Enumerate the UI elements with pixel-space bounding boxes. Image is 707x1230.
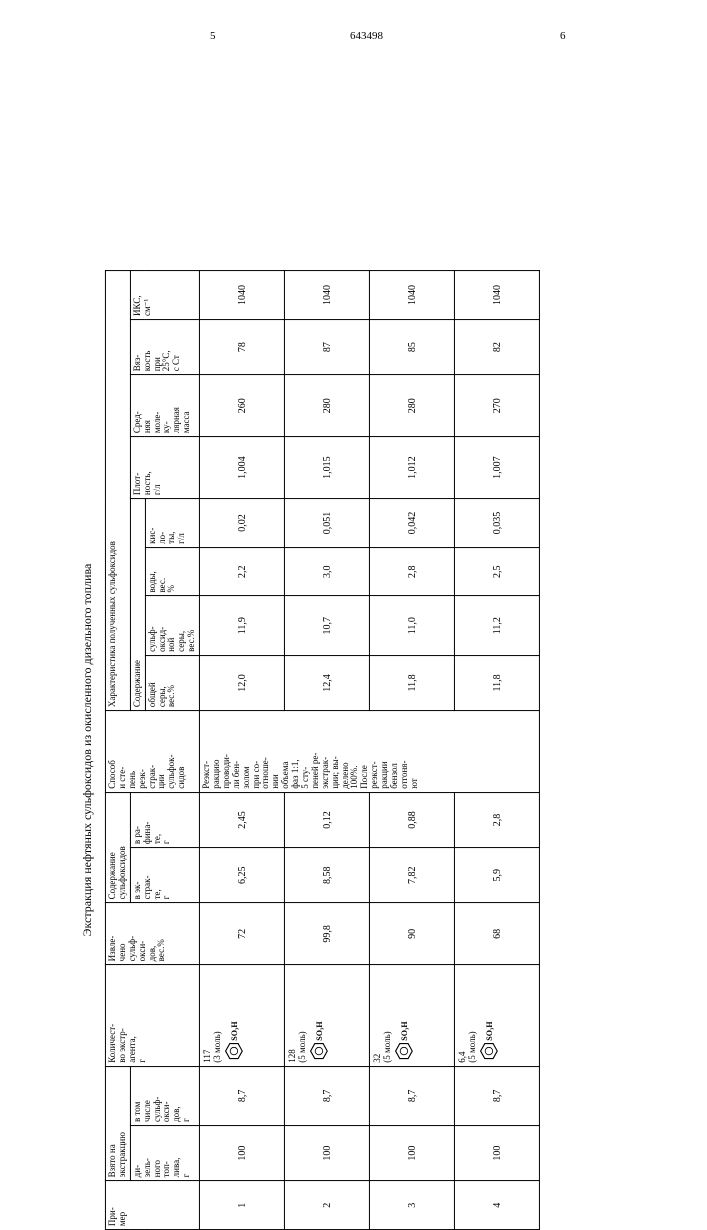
hdr-agent: Количест- во экстр- агента, г: [105, 965, 199, 1066]
table-cell: 78: [200, 319, 285, 374]
table-cell: 2: [285, 1181, 370, 1230]
table-cell: 10,7: [285, 596, 370, 655]
table-title: Экстракция нефтяных сульфоксидов из окис…: [80, 270, 95, 1230]
table-cell: 8,7: [370, 1066, 455, 1125]
hdr-in-raff: в ра- фина- те, г: [130, 792, 199, 847]
page-num-left: 5: [210, 30, 216, 42]
table-cell: 1040: [200, 271, 285, 320]
table-cell: 1040: [285, 271, 370, 320]
table-cell: 8,7: [285, 1066, 370, 1125]
hdr-water: воды, вес. %: [145, 547, 199, 596]
hdr-density: Плот- ность, г/л: [130, 437, 199, 499]
page-num-right: 6: [560, 30, 566, 42]
table-cell: 0,02: [200, 499, 285, 548]
table-cell: 72: [200, 903, 285, 965]
benzene-ring-icon: [224, 1041, 244, 1061]
table-cell: 2,45: [200, 792, 285, 847]
table-cell: 7,82: [370, 848, 455, 903]
table-cell: 8,7: [200, 1066, 285, 1125]
table-cell: 11,8: [370, 655, 455, 710]
table-cell: 11,2: [455, 596, 540, 655]
table-cell: 99,8: [285, 903, 370, 965]
table-cell: 11,9: [200, 596, 285, 655]
table-cell: 100: [285, 1126, 370, 1181]
hdr-sulfox-in: в том числе сульф- окси- дов, г: [130, 1066, 199, 1125]
table-cell: 12,0: [200, 655, 285, 710]
agent-cell: 128(5 моль)SO₃H: [285, 965, 370, 1066]
table-cell: 100: [455, 1126, 540, 1181]
agent-cell: 6,4(5 моль)SO₃H: [455, 965, 540, 1066]
data-table: При- мер Взято на экстракцию Количест- в…: [105, 270, 540, 1230]
table-cell: 12,4: [285, 655, 370, 710]
table-cell: 68: [455, 903, 540, 965]
agent-cell: 117(3 моль)SO₃H: [200, 965, 285, 1066]
table-cell: 0,042: [370, 499, 455, 548]
hdr-diesel: ди- зель- ного топ- лива, г: [130, 1126, 199, 1181]
table-cell: 2,5: [455, 547, 540, 596]
table-cell: 2,2: [200, 547, 285, 596]
benzene-ring-icon: [479, 1041, 499, 1061]
table-cell: 8,7: [455, 1066, 540, 1125]
table-cell: 1: [200, 1181, 285, 1230]
hdr-example: При- мер: [105, 1181, 199, 1230]
hdr-content2: Содержание: [130, 499, 145, 711]
table-header: При- мер Взято на экстракцию Количест- в…: [105, 271, 199, 1230]
hdr-method: Способ и сте- пень реэк- страк- ции суль…: [105, 711, 199, 793]
so3h-label: SO₃H: [485, 1021, 494, 1040]
agent-cell: 32(5 моль)SO₃H: [370, 965, 455, 1066]
table-cell: 1040: [370, 271, 455, 320]
table-cell: 11,0: [370, 596, 455, 655]
benzene-ring-icon: [309, 1041, 329, 1061]
table-cell: 85: [370, 319, 455, 374]
patent-number: 643498: [350, 30, 383, 42]
table-cell: 82: [455, 319, 540, 374]
table-cell: 1,012: [370, 437, 455, 499]
table-cell: 5,9: [455, 848, 540, 903]
table-cell: 1040: [455, 271, 540, 320]
table-cell: 260: [200, 375, 285, 437]
table-body: 11008,7117(3 моль)SO₃H726,252,45Реэкст- …: [200, 271, 540, 1230]
table-container: Экстракция нефтяных сульфоксидов из окис…: [80, 270, 540, 1230]
table-cell: 0,12: [285, 792, 370, 847]
hdr-char: Характеристика полученных сульфоксидов: [105, 271, 130, 711]
table-cell: 4: [455, 1181, 540, 1230]
table-cell: 100: [370, 1126, 455, 1181]
benzene-ring-icon: [394, 1041, 414, 1061]
hdr-sulfox-s: сульф- оксид- ной серы, вес.%: [145, 596, 199, 655]
table-cell: 1,015: [285, 437, 370, 499]
table-cell: 8,58: [285, 848, 370, 903]
table-cell: 6,25: [200, 848, 285, 903]
method-cell: Реэкст- ракцию проводи- ли бен- золом пр…: [200, 711, 540, 793]
table-cell: 90: [370, 903, 455, 965]
table-cell: 100: [200, 1126, 285, 1181]
hdr-acid: кис- ло- ты, г/л: [145, 499, 199, 548]
table-cell: 87: [285, 319, 370, 374]
hdr-visc: Вяз- кость при 25°С, с Ст: [130, 319, 199, 374]
table-cell: 11,8: [455, 655, 540, 710]
table-cell: 2,8: [455, 792, 540, 847]
table-cell: 3,0: [285, 547, 370, 596]
table-row: 11008,7117(3 моль)SO₃H726,252,45Реэкст- …: [200, 271, 285, 1230]
hdr-iks: ИКС, см⁻¹: [130, 271, 199, 320]
table-cell: 1,007: [455, 437, 540, 499]
so3h-label: SO₃H: [230, 1021, 239, 1040]
table-cell: 1,004: [200, 437, 285, 499]
so3h-label: SO₃H: [315, 1021, 324, 1040]
table-cell: 280: [370, 375, 455, 437]
hdr-content-so: Содержание сульфоксидов: [105, 792, 130, 903]
so3h-label: SO₃H: [400, 1021, 409, 1040]
table-cell: 280: [285, 375, 370, 437]
hdr-mmass: Сред- няя моле- ку- лярная масса: [130, 375, 199, 437]
table-cell: 0,88: [370, 792, 455, 847]
table-cell: 0,035: [455, 499, 540, 548]
table-cell: 3: [370, 1181, 455, 1230]
hdr-in-extract: в эк- страк- те, г: [130, 848, 199, 903]
hdr-taken: Взято на экстракцию: [105, 1066, 130, 1181]
table-cell: 0,051: [285, 499, 370, 548]
hdr-total-s: общей серы, вес.%: [145, 655, 199, 710]
table-cell: 2,8: [370, 547, 455, 596]
table-cell: 270: [455, 375, 540, 437]
hdr-extracted: Извле- чено сульф- окси- дов, вес.%: [105, 903, 199, 965]
